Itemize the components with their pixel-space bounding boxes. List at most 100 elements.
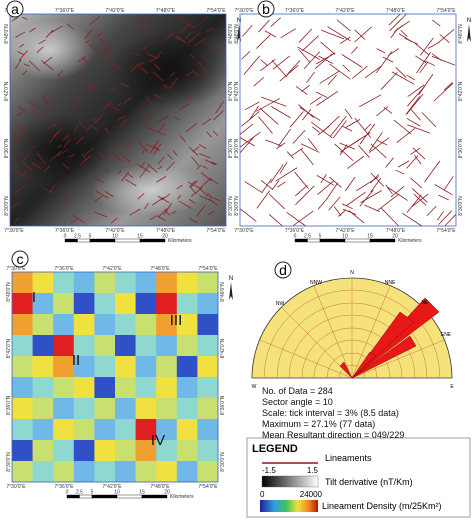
lineament <box>43 100 51 108</box>
scale-segment <box>139 238 166 243</box>
lineament <box>434 184 453 196</box>
lineament <box>125 179 137 187</box>
density-cell <box>197 314 219 336</box>
lineament <box>21 154 29 164</box>
lineament <box>43 165 51 173</box>
scale-tick-label: 20 <box>392 234 398 240</box>
density-cell <box>32 356 54 378</box>
lineament <box>19 43 25 48</box>
lineament <box>118 141 124 146</box>
density-cell <box>94 314 116 336</box>
latitude-label: 8°42'0"N <box>220 339 226 359</box>
lineament <box>433 82 454 102</box>
lineament <box>74 95 82 100</box>
lineament <box>141 149 146 155</box>
density-cell <box>135 461 157 483</box>
lineament <box>291 147 303 157</box>
lineament <box>114 65 122 71</box>
lineament <box>270 17 281 27</box>
lineament <box>341 54 363 68</box>
lineament <box>50 150 62 161</box>
lineament <box>312 126 320 133</box>
lineament <box>12 216 20 225</box>
lineament <box>354 117 372 138</box>
lineament <box>66 23 74 30</box>
lineament <box>359 189 374 207</box>
density-cell <box>156 335 178 357</box>
longitude-label: 7°36'0"E <box>54 266 74 272</box>
lineament <box>88 83 95 89</box>
scale-tick-label: 0 <box>294 234 297 240</box>
density-cell <box>94 419 116 441</box>
lineament <box>368 132 383 152</box>
lineament <box>100 38 110 51</box>
rose-stat: No. of Data = 284 <box>262 386 333 396</box>
lineament <box>102 48 112 56</box>
scale-tick-label: 20 <box>164 490 170 496</box>
lineament <box>130 62 141 73</box>
density-cell <box>32 314 54 336</box>
density-cell <box>156 377 178 399</box>
lineament <box>431 19 441 27</box>
lineament <box>176 184 183 190</box>
latitude-label: 8°36'0"N <box>458 139 464 159</box>
lineament <box>414 155 422 165</box>
lineament <box>190 54 195 60</box>
density-cell <box>176 419 198 441</box>
longitude-label: 7°54'0"E <box>198 484 218 490</box>
lineament <box>195 204 206 217</box>
density-cell <box>12 419 33 441</box>
density-cell <box>73 293 95 315</box>
longitude-label: 7°36'0"E <box>55 228 75 234</box>
latitude-label: 8°30'0"N <box>228 196 234 216</box>
lineament <box>386 186 408 201</box>
lineament <box>306 71 316 83</box>
lineament <box>360 190 383 203</box>
panel-badge <box>11 250 29 268</box>
lineament <box>165 161 175 171</box>
scale-tick-label: 2.5 <box>304 234 311 240</box>
longitude-label: 7°54'0"E <box>198 266 218 272</box>
density-cell <box>197 293 219 315</box>
lineament <box>339 138 361 153</box>
longitude-label: 7°36'0"E <box>285 228 305 234</box>
lineament <box>96 46 101 53</box>
longitude-label: 7°30'0"E <box>6 266 26 272</box>
lineament <box>200 172 212 182</box>
zone-label: II <box>72 352 80 369</box>
lineament <box>268 214 283 227</box>
lineament <box>163 84 168 90</box>
density-cell <box>53 314 75 336</box>
density-cell <box>32 461 54 483</box>
tilt-image <box>5 20 95 80</box>
lineament <box>28 101 40 109</box>
latitude-label: 8°48'0"N <box>220 282 226 302</box>
lineament <box>302 108 312 121</box>
lineament <box>93 195 103 203</box>
lineament <box>356 176 380 192</box>
longitude-label: 7°42'0"E <box>105 8 125 14</box>
lineament <box>437 211 444 221</box>
lineament <box>89 15 101 26</box>
density-cell <box>94 293 116 315</box>
lineament <box>174 116 181 121</box>
lineament <box>143 44 149 50</box>
latitude-label: 8°42'0"N <box>4 81 10 101</box>
lineament <box>298 49 311 63</box>
lineament <box>45 29 54 39</box>
lineament <box>327 74 338 86</box>
rose-petal <box>351 335 417 379</box>
lineament <box>301 84 311 92</box>
density-cell <box>156 272 178 294</box>
lineament <box>137 193 145 200</box>
direction-label: NNW <box>310 280 322 286</box>
lineament <box>199 153 211 159</box>
tilt-image <box>110 30 230 110</box>
density-cell <box>197 461 219 483</box>
map-frame <box>9 13 227 227</box>
lineament <box>317 198 328 210</box>
panel-badge <box>274 261 292 279</box>
density-cell <box>176 335 198 357</box>
lineament <box>121 171 130 182</box>
longitude-label: 7°48'0"E <box>150 266 170 272</box>
